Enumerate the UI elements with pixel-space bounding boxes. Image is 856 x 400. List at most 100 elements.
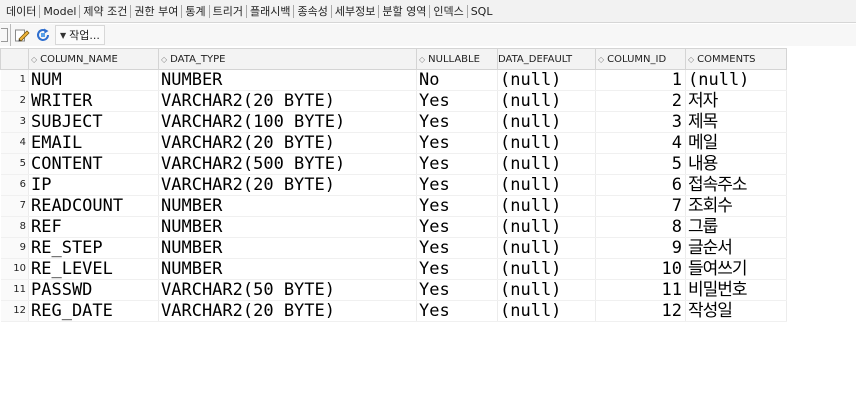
cell-nullable[interactable]: Yes — [416, 153, 498, 175]
cell-comments[interactable]: 메일 — [685, 132, 787, 154]
cell-data-type[interactable]: NUMBER — [158, 69, 417, 91]
cell-data-default[interactable]: (null) — [497, 279, 596, 301]
cell-column-id[interactable]: 1 — [595, 69, 686, 91]
cell-nullable[interactable]: Yes — [416, 195, 498, 217]
tab-data[interactable]: 데이터 — [0, 4, 41, 18]
sort-icon[interactable]: ◇ — [598, 54, 605, 64]
refresh-icon[interactable] — [34, 26, 52, 44]
cell-comments[interactable]: 저자 — [685, 90, 787, 112]
cell-data-type[interactable]: NUMBER — [158, 258, 417, 280]
cell-data-default[interactable]: (null) — [497, 69, 596, 91]
cell-data-default[interactable]: (null) — [497, 258, 596, 280]
tab-constraints[interactable]: 제약 조건 — [80, 4, 132, 18]
cell-nullable[interactable]: Yes — [416, 111, 498, 133]
cell-column-name[interactable]: NUM — [28, 69, 159, 91]
actions-menu-button[interactable]: ▼ 작업... — [55, 25, 105, 45]
column-header-comments[interactable]: ◇ COMMENTS — [685, 48, 787, 70]
column-header-nullable[interactable]: ◇ NULLABLE — [416, 48, 498, 70]
cell-data-default[interactable]: (null) — [497, 216, 596, 238]
cell-nullable[interactable]: No — [416, 69, 498, 91]
table-row[interactable]: 3 SUBJECT VARCHAR2(100 BYTE) Yes (null) … — [0, 111, 787, 133]
cell-data-type[interactable]: VARCHAR2(500 BYTE) — [158, 153, 417, 175]
cell-column-id[interactable]: 5 — [595, 153, 686, 175]
cell-data-type[interactable]: VARCHAR2(50 BYTE) — [158, 279, 417, 301]
tab-grants[interactable]: 권한 부여 — [131, 4, 183, 18]
table-row[interactable]: 6 IP VARCHAR2(20 BYTE) Yes (null) 6 접속주소 — [0, 174, 787, 196]
cell-column-name[interactable]: RE_STEP — [28, 237, 159, 259]
cell-column-id[interactable]: 7 — [595, 195, 686, 217]
cell-data-type[interactable]: NUMBER — [158, 237, 417, 259]
cell-data-type[interactable]: VARCHAR2(100 BYTE) — [158, 111, 417, 133]
cell-comments[interactable]: 내용 — [685, 153, 787, 175]
cell-nullable[interactable]: Yes — [416, 90, 498, 112]
cell-nullable[interactable]: Yes — [416, 279, 498, 301]
cell-column-id[interactable]: 2 — [595, 90, 686, 112]
table-row[interactable]: 10 RE_LEVEL NUMBER Yes (null) 10 들여쓰기 — [0, 258, 787, 280]
cell-comments[interactable]: 작성일 — [685, 300, 787, 322]
cell-nullable[interactable]: Yes — [416, 258, 498, 280]
cell-comments[interactable]: 그룹 — [685, 216, 787, 238]
table-row[interactable]: 8 REF NUMBER Yes (null) 8 그룹 — [0, 216, 787, 238]
cell-comments[interactable]: (null) — [685, 69, 787, 91]
cell-nullable[interactable]: Yes — [416, 174, 498, 196]
column-header-column-id[interactable]: ◇ COLUMN_ID — [595, 48, 686, 70]
cell-data-default[interactable]: (null) — [497, 153, 596, 175]
cell-column-id[interactable]: 12 — [595, 300, 686, 322]
cell-nullable[interactable]: Yes — [416, 237, 498, 259]
tab-model[interactable]: Model — [40, 4, 81, 18]
tab-triggers[interactable]: 트리거 — [210, 4, 247, 18]
cell-column-name[interactable]: WRITER — [28, 90, 159, 112]
cell-column-id[interactable]: 10 — [595, 258, 686, 280]
table-row[interactable]: 11 PASSWD VARCHAR2(50 BYTE) Yes (null) 1… — [0, 279, 787, 301]
sort-icon[interactable]: ◇ — [419, 54, 426, 64]
cell-column-name[interactable]: CONTENT — [28, 153, 159, 175]
cell-column-id[interactable]: 4 — [595, 132, 686, 154]
sort-icon[interactable]: ◇ — [31, 54, 38, 64]
cell-comments[interactable]: 조회수 — [685, 195, 787, 217]
cell-column-name[interactable]: IP — [28, 174, 159, 196]
tab-sql[interactable]: SQL — [470, 4, 493, 18]
cell-data-type[interactable]: NUMBER — [158, 216, 417, 238]
table-row[interactable]: 9 RE_STEP NUMBER Yes (null) 9 글순서 — [0, 237, 787, 259]
cell-column-id[interactable]: 8 — [595, 216, 686, 238]
cell-nullable[interactable]: Yes — [416, 216, 498, 238]
table-row[interactable]: 12 REG_DATE VARCHAR2(20 BYTE) Yes (null)… — [0, 300, 787, 322]
cell-data-type[interactable]: VARCHAR2(20 BYTE) — [158, 132, 417, 154]
sort-icon[interactable]: ◇ — [161, 54, 168, 64]
cell-column-name[interactable]: EMAIL — [28, 132, 159, 154]
cell-comments[interactable]: 들여쓰기 — [685, 258, 787, 280]
cell-data-default[interactable]: (null) — [497, 237, 596, 259]
cell-data-default[interactable]: (null) — [497, 195, 596, 217]
cell-data-type[interactable]: VARCHAR2(20 BYTE) — [158, 174, 417, 196]
sort-icon[interactable]: ◇ — [688, 54, 695, 64]
cell-nullable[interactable]: Yes — [416, 132, 498, 154]
tab-indexes[interactable]: 인덱스 — [430, 4, 468, 18]
table-row[interactable]: 5 CONTENT VARCHAR2(500 BYTE) Yes (null) … — [0, 153, 787, 175]
cell-data-default[interactable]: (null) — [497, 90, 596, 112]
edit-pencil-icon[interactable] — [13, 26, 31, 44]
cell-column-name[interactable]: PASSWD — [28, 279, 159, 301]
cell-column-name[interactable]: READCOUNT — [28, 195, 159, 217]
cell-column-id[interactable]: 11 — [595, 279, 686, 301]
column-header-data-default[interactable]: DATA_DEFAULT — [497, 48, 596, 70]
cell-comments[interactable]: 접속주소 — [685, 174, 787, 196]
cell-column-id[interactable]: 6 — [595, 174, 686, 196]
cell-comments[interactable]: 제목 — [685, 111, 787, 133]
cell-column-id[interactable]: 3 — [595, 111, 686, 133]
cell-column-name[interactable]: RE_LEVEL — [28, 258, 159, 280]
tab-details[interactable]: 세부정보 — [332, 4, 380, 18]
tab-flashback[interactable]: 플래시백 — [247, 4, 295, 18]
column-header-data-type[interactable]: ◇ DATA_TYPE — [158, 48, 417, 70]
cell-data-default[interactable]: (null) — [497, 132, 596, 154]
cell-column-name[interactable]: REG_DATE — [28, 300, 159, 322]
tab-statistics[interactable]: 통계 — [182, 4, 210, 18]
cell-data-default[interactable]: (null) — [497, 174, 596, 196]
cell-column-id[interactable]: 9 — [595, 237, 686, 259]
cell-data-type[interactable]: NUMBER — [158, 195, 417, 217]
column-header-column-name[interactable]: ◇ COLUMN_NAME — [28, 48, 159, 70]
table-row[interactable]: 4 EMAIL VARCHAR2(20 BYTE) Yes (null) 4 메… — [0, 132, 787, 154]
cell-data-default[interactable]: (null) — [497, 300, 596, 322]
cell-nullable[interactable]: Yes — [416, 300, 498, 322]
cell-data-type[interactable]: VARCHAR2(20 BYTE) — [158, 300, 417, 322]
cell-column-name[interactable]: REF — [28, 216, 159, 238]
